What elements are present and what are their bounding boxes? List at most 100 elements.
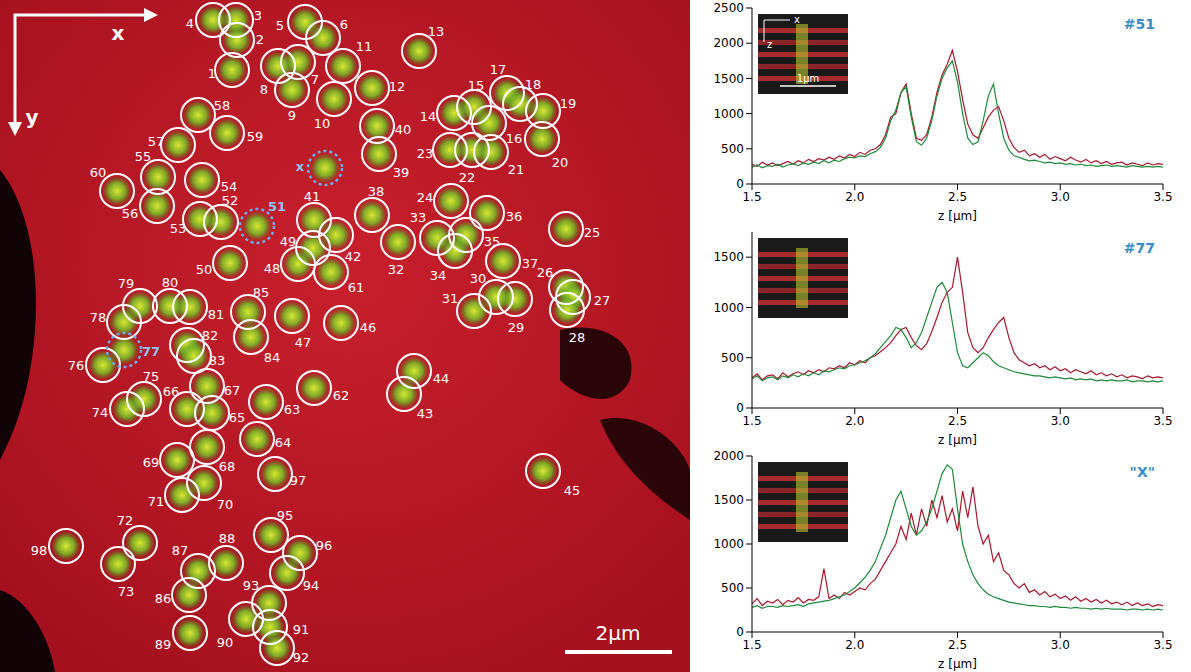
svg-text:9: 9 bbox=[288, 108, 296, 123]
svg-text:74: 74 bbox=[92, 405, 109, 420]
svg-text:60: 60 bbox=[90, 165, 107, 180]
svg-text:55: 55 bbox=[135, 149, 152, 164]
svg-text:11: 11 bbox=[356, 39, 373, 54]
svg-text:39: 39 bbox=[393, 165, 410, 180]
svg-text:43: 43 bbox=[417, 406, 434, 421]
svg-text:53: 53 bbox=[170, 221, 187, 236]
svg-text:30: 30 bbox=[470, 271, 487, 286]
svg-text:z [µm]: z [µm] bbox=[938, 433, 977, 447]
svg-text:x: x bbox=[794, 14, 800, 25]
svg-text:13: 13 bbox=[428, 24, 445, 39]
svg-text:z: z bbox=[767, 39, 772, 50]
svg-text:57: 57 bbox=[148, 134, 165, 149]
svg-text:0: 0 bbox=[736, 401, 744, 415]
svg-text:1.5: 1.5 bbox=[742, 414, 761, 428]
svg-text:59: 59 bbox=[247, 129, 264, 144]
svg-text:41: 41 bbox=[304, 189, 321, 204]
svg-text:26: 26 bbox=[537, 265, 554, 280]
svg-text:77: 77 bbox=[142, 344, 160, 359]
svg-text:500: 500 bbox=[721, 351, 744, 365]
svg-text:19: 19 bbox=[560, 96, 577, 111]
svg-text:34: 34 bbox=[430, 268, 447, 283]
svg-text:2.5: 2.5 bbox=[948, 638, 967, 652]
svg-text:56: 56 bbox=[122, 206, 139, 221]
svg-text:8: 8 bbox=[260, 82, 268, 97]
svg-text:0: 0 bbox=[736, 625, 744, 639]
svg-text:94: 94 bbox=[303, 578, 320, 593]
svg-text:78: 78 bbox=[90, 310, 107, 325]
svg-text:25: 25 bbox=[584, 225, 601, 240]
svg-text:48: 48 bbox=[264, 261, 281, 276]
svg-text:80: 80 bbox=[162, 275, 179, 290]
svg-text:28: 28 bbox=[569, 330, 586, 345]
svg-text:18: 18 bbox=[525, 77, 542, 92]
svg-text:46: 46 bbox=[360, 320, 377, 335]
svg-text:70: 70 bbox=[217, 497, 234, 512]
svg-text:15: 15 bbox=[468, 78, 485, 93]
svg-text:1500: 1500 bbox=[713, 493, 744, 507]
svg-text:1.5: 1.5 bbox=[742, 638, 761, 652]
svg-text:2: 2 bbox=[256, 32, 264, 47]
svg-text:52: 52 bbox=[222, 193, 239, 208]
svg-text:3.5: 3.5 bbox=[1153, 190, 1172, 204]
svg-text:90: 90 bbox=[217, 635, 234, 650]
svg-text:2µm: 2µm bbox=[596, 621, 641, 645]
svg-text:2.0: 2.0 bbox=[845, 638, 864, 652]
svg-text:91: 91 bbox=[293, 622, 310, 637]
svg-text:1: 1 bbox=[208, 66, 216, 81]
svg-text:z [µm]: z [µm] bbox=[938, 657, 977, 671]
svg-text:22: 22 bbox=[459, 170, 476, 185]
svg-text:17: 17 bbox=[490, 62, 507, 77]
svg-text:2500: 2500 bbox=[713, 1, 744, 15]
svg-text:y: y bbox=[25, 105, 38, 129]
svg-text:7: 7 bbox=[311, 72, 319, 87]
svg-text:3.5: 3.5 bbox=[1153, 638, 1172, 652]
svg-text:66: 66 bbox=[163, 384, 180, 399]
svg-text:1000: 1000 bbox=[713, 301, 744, 315]
svg-text:2.5: 2.5 bbox=[948, 190, 967, 204]
svg-text:49: 49 bbox=[280, 234, 297, 249]
svg-text:50: 50 bbox=[196, 262, 213, 277]
svg-text:42: 42 bbox=[345, 249, 362, 264]
svg-text:40: 40 bbox=[395, 122, 412, 137]
svg-text:2000: 2000 bbox=[713, 36, 744, 50]
svg-text:61: 61 bbox=[348, 280, 365, 295]
svg-text:12: 12 bbox=[389, 79, 406, 94]
svg-text:3: 3 bbox=[254, 8, 262, 23]
svg-text:2.0: 2.0 bbox=[845, 190, 864, 204]
svg-text:73: 73 bbox=[118, 584, 135, 599]
svg-text:38: 38 bbox=[368, 184, 385, 199]
svg-text:1µm: 1µm bbox=[797, 73, 819, 84]
svg-text:x: x bbox=[112, 21, 125, 45]
svg-text:4: 4 bbox=[186, 16, 194, 31]
svg-text:83: 83 bbox=[209, 353, 226, 368]
svg-text:81: 81 bbox=[208, 307, 225, 322]
svg-text:31: 31 bbox=[442, 291, 459, 306]
svg-text:2.0: 2.0 bbox=[845, 414, 864, 428]
svg-text:1500: 1500 bbox=[713, 250, 744, 264]
svg-text:44: 44 bbox=[433, 371, 450, 386]
svg-text:96: 96 bbox=[316, 538, 333, 553]
svg-text:500: 500 bbox=[721, 142, 744, 156]
svg-text:79: 79 bbox=[118, 276, 135, 291]
svg-text:65: 65 bbox=[229, 410, 246, 425]
svg-text:21: 21 bbox=[508, 162, 525, 177]
svg-text:98: 98 bbox=[31, 543, 48, 558]
svg-text:14: 14 bbox=[420, 109, 437, 124]
svg-text:16: 16 bbox=[506, 131, 523, 146]
svg-text:1000: 1000 bbox=[713, 107, 744, 121]
svg-text:63: 63 bbox=[284, 402, 301, 417]
svg-text:2000: 2000 bbox=[713, 449, 744, 463]
svg-text:64: 64 bbox=[275, 435, 292, 450]
svg-text:z [µm]: z [µm] bbox=[938, 209, 977, 223]
svg-text:500: 500 bbox=[721, 581, 744, 595]
svg-text:97: 97 bbox=[290, 473, 307, 488]
svg-text:71: 71 bbox=[148, 494, 165, 509]
svg-text:51: 51 bbox=[268, 199, 286, 214]
svg-text:3.0: 3.0 bbox=[1051, 638, 1070, 652]
svg-text:33: 33 bbox=[410, 210, 427, 225]
svg-text:88: 88 bbox=[219, 531, 236, 546]
svg-text:6: 6 bbox=[340, 17, 348, 32]
svg-text:1000: 1000 bbox=[713, 537, 744, 551]
svg-text:93: 93 bbox=[243, 578, 260, 593]
